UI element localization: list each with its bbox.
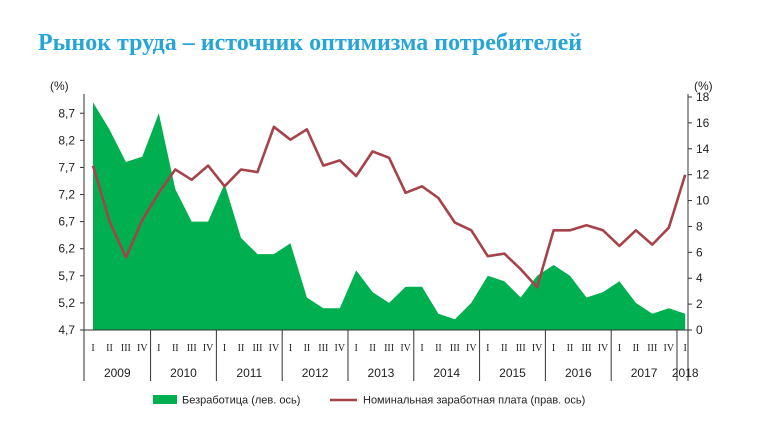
quarter-label: II — [304, 343, 311, 354]
quarter-label: II — [106, 343, 113, 354]
year-label: 2013 — [368, 366, 395, 380]
quarter-label: IV — [203, 343, 214, 354]
year-label: 2011 — [236, 366, 262, 380]
quarter-label: I — [289, 343, 292, 354]
line-layer — [91, 125, 687, 289]
right-axis-tick-label: 6 — [696, 245, 703, 259]
left-axis-tick-label: 5,2 — [58, 296, 75, 310]
quarter-label: III — [516, 343, 526, 354]
right-axis-unit: (%) — [694, 79, 713, 93]
unemployment-area — [93, 102, 686, 331]
quarter-label: IV — [664, 343, 675, 354]
left-axis-tick-label: 7,2 — [58, 188, 75, 202]
quarter-label: III — [121, 343, 131, 354]
quarter-label: II — [633, 343, 640, 354]
axes-layer: 4,7 5,2 5,7 6,2 6,7 7,2 7,7 8,2 8,7 (%) 0 2 4 6 8 10 12 1… — [50, 79, 713, 381]
quarter-label: III — [647, 343, 657, 354]
right-axis-tick-label: 4 — [696, 271, 703, 285]
quarter-label: IV — [466, 343, 477, 354]
quarter-label: IV — [532, 343, 543, 354]
quarter-label: IV — [400, 343, 411, 354]
legend-label-unemployment: Безработица (лев. ось) — [182, 395, 300, 407]
quarter-label: II — [567, 343, 574, 354]
quarter-label: I — [157, 343, 160, 354]
quarter-label: III — [384, 343, 394, 354]
right-axis-tick-label: 18 — [696, 90, 710, 104]
quarter-label: I — [552, 343, 555, 354]
right-axis-tick-label: 8 — [696, 219, 703, 233]
left-axis-tick-label: 4,7 — [58, 323, 75, 337]
left-axis-tick-label: 6,2 — [58, 242, 75, 256]
right-axis-tick-label: 14 — [696, 142, 710, 156]
quarter-label: III — [187, 343, 197, 354]
year-label: 2018 — [672, 366, 699, 380]
right-axis-tick-label: 12 — [696, 168, 710, 182]
quarter-label: II — [435, 343, 442, 354]
area-layer — [92, 102, 686, 331]
quarter-label: I — [420, 343, 423, 354]
quarter-label: I — [355, 343, 358, 354]
left-axis-tick-label: 7,7 — [58, 160, 75, 174]
chart-title: Рынок труда – источник оптимизма потреби… — [38, 30, 583, 56]
year-label: 2012 — [302, 366, 329, 380]
legend-swatch-unemployment — [153, 395, 177, 404]
left-axis-tick-label: 5,7 — [58, 269, 75, 283]
left-axis-unit: (%) — [50, 79, 69, 93]
quarter-label: III — [253, 343, 263, 354]
year-label: 2014 — [433, 366, 460, 380]
year-label: 2010 — [170, 366, 197, 380]
legend-label-wage: Номинальная заработная плата (прав. ось) — [363, 395, 585, 407]
legend-layer: Безработица (лев. ось) Номинальная зарабо… — [153, 395, 585, 407]
quarter-label: III — [318, 343, 328, 354]
year-label: 2009 — [104, 366, 131, 380]
right-axis-tick-label: 16 — [696, 116, 710, 130]
quarter-label: II — [501, 343, 508, 354]
left-axis-tick-label: 8,2 — [58, 133, 75, 147]
right-axis-tick-label: 10 — [696, 194, 710, 208]
quarter-label: III — [582, 343, 592, 354]
year-label: 2015 — [499, 366, 526, 380]
quarter-label: IV — [269, 343, 280, 354]
left-axis-tick-label: 6,7 — [58, 215, 75, 229]
quarter-label: I — [91, 343, 94, 354]
quarter-label: IV — [137, 343, 148, 354]
right-axis-tick-label: 2 — [696, 297, 703, 311]
quarter-label: II — [172, 343, 179, 354]
quarter-label: I — [684, 343, 687, 354]
quarter-label: IV — [335, 343, 346, 354]
quarter-label: I — [223, 343, 226, 354]
year-label: 2017 — [631, 366, 658, 380]
quarter-label: IV — [598, 343, 609, 354]
quarter-label: I — [618, 343, 621, 354]
quarter-label: II — [369, 343, 376, 354]
quarter-label: II — [238, 343, 245, 354]
left-axis-tick-label: 8,7 — [58, 106, 75, 120]
quarter-label: III — [450, 343, 460, 354]
quarter-label: I — [486, 343, 489, 354]
right-axis-tick-label: 0 — [696, 323, 703, 337]
year-label: 2016 — [565, 366, 592, 380]
